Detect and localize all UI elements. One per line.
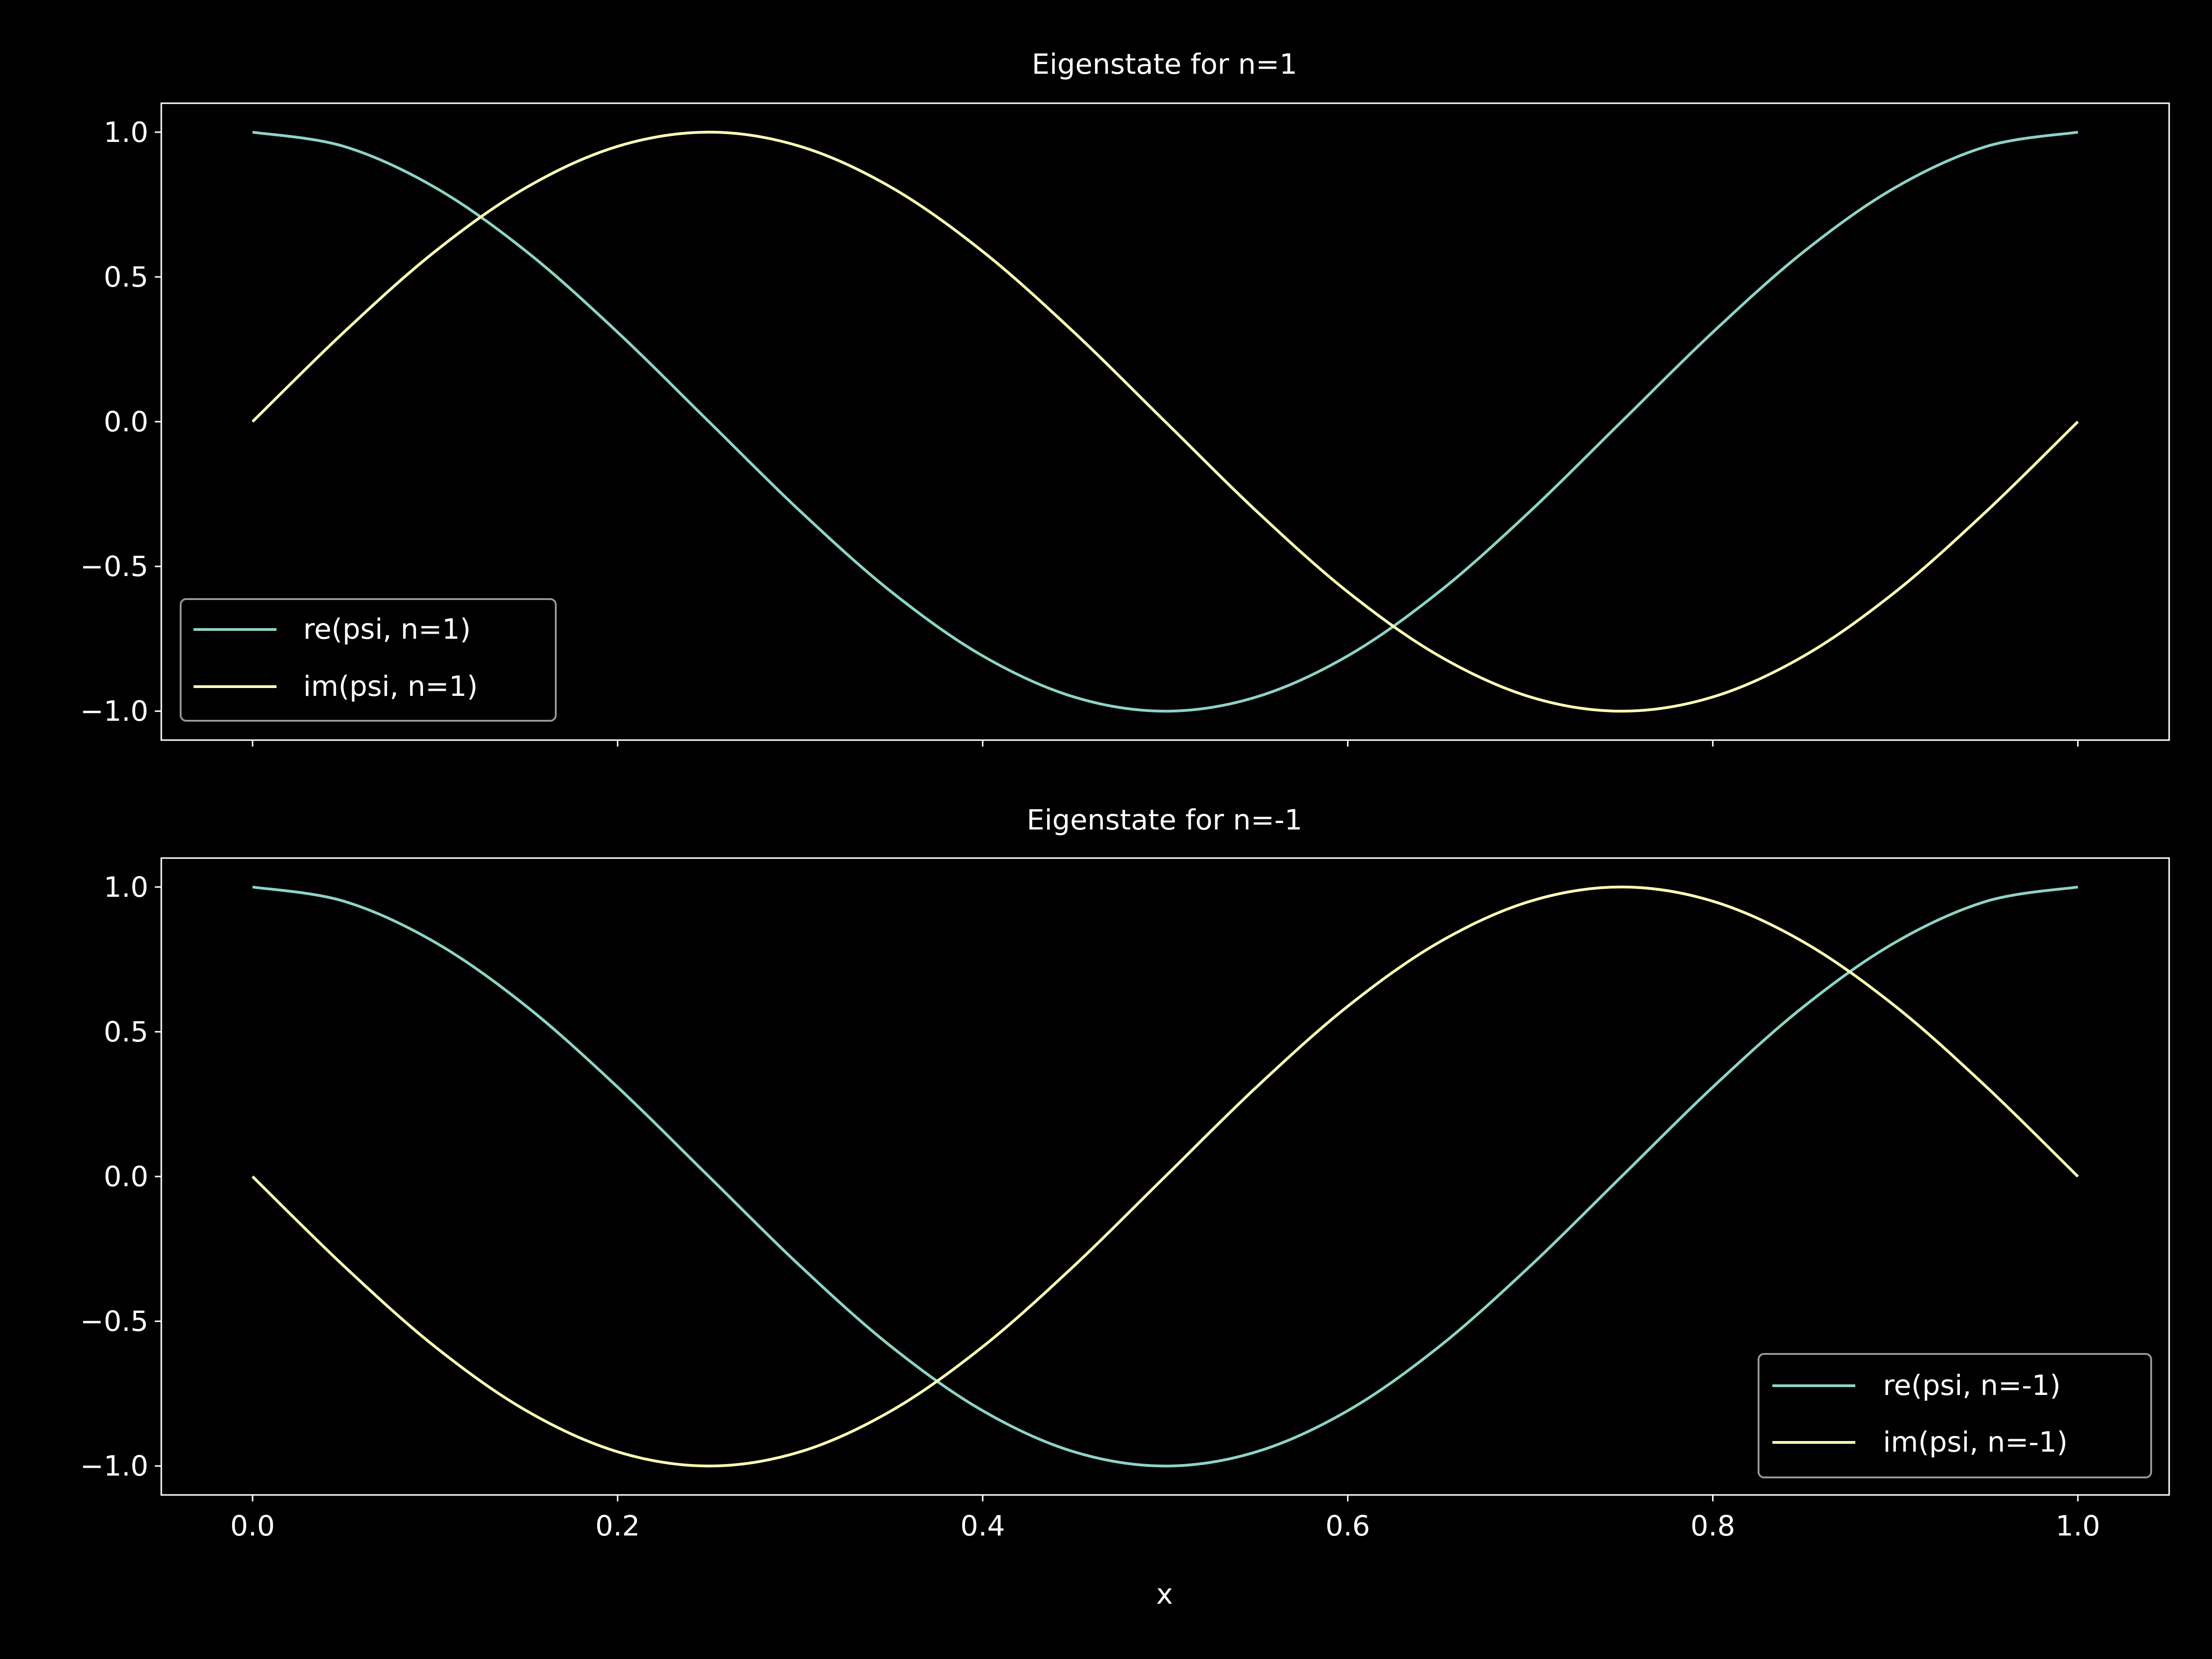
subplot-bottom: Eigenstate for n=-1 1.0 0.5 0.0 −0.5 −1.0 0.0… — [80, 804, 2170, 1611]
x-tick-label-bottom-5: 1.0 — [2055, 1510, 2100, 1542]
x-tick-label-bottom-1: 0.2 — [595, 1510, 640, 1542]
subplot-top-title: Eigenstate for n=1 — [1032, 48, 1297, 81]
y-tick-label-bottom-3: −0.5 — [80, 1305, 148, 1338]
y-tick-label-top-2: 0.0 — [104, 406, 148, 438]
legend-bottom-label-re: re(psi, n=-1) — [1883, 1369, 2061, 1402]
y-tick-label-top-4: −1.0 — [80, 695, 148, 728]
y-tick-label-bottom-1: 0.5 — [104, 1016, 148, 1048]
x-tick-label-bottom-4: 0.8 — [1690, 1510, 1735, 1542]
series-line-top-re — [252, 130, 2078, 713]
legend-top: re(psi, n=1) im(psi, n=1) — [180, 598, 557, 722]
plot-area-bottom: 1.0 0.5 0.0 −0.5 −1.0 0.0 0.2 0.4 0.6 0.8 1.0 — [80, 857, 2170, 1542]
plot-area-top: 1.0 0.5 0.0 −0.5 −1.0 — [80, 102, 2170, 747]
y-tick-label-top-3: −0.5 — [80, 550, 148, 583]
x-axis-label: x — [1156, 1578, 1173, 1611]
series-line-bottom-im — [251, 885, 2079, 1468]
legend-bottom: re(psi, n=-1) im(psi, n=-1) — [1758, 1353, 2152, 1478]
legend-bottom-frame — [1758, 1353, 2152, 1478]
legend-bottom-label-im: im(psi, n=-1) — [1883, 1426, 2068, 1459]
x-tick-label-bottom-2: 0.4 — [960, 1510, 1005, 1542]
y-tick-label-bottom-0: 1.0 — [104, 871, 148, 904]
subplot-top: Eigenstate for n=1 1.0 0.5 0.0 −0.5 −1.0 re(… — [80, 48, 2170, 747]
legend-top-label-im: im(psi, n=1) — [303, 670, 478, 703]
subplot-bottom-title: Eigenstate for n=-1 — [1027, 804, 1302, 836]
y-tick-label-bottom-4: −1.0 — [80, 1450, 148, 1483]
x-tick-label-bottom-0: 0.0 — [230, 1510, 275, 1542]
x-tick-label-bottom-3: 0.6 — [1325, 1510, 1370, 1542]
y-tick-label-top-0: 1.0 — [104, 116, 148, 149]
series-line-top-im — [251, 130, 2079, 713]
legend-top-label-re: re(psi, n=1) — [303, 613, 471, 646]
y-tick-label-top-1: 0.5 — [104, 261, 148, 294]
y-tick-label-bottom-2: 0.0 — [104, 1160, 148, 1193]
series-line-bottom-re — [252, 885, 2078, 1468]
